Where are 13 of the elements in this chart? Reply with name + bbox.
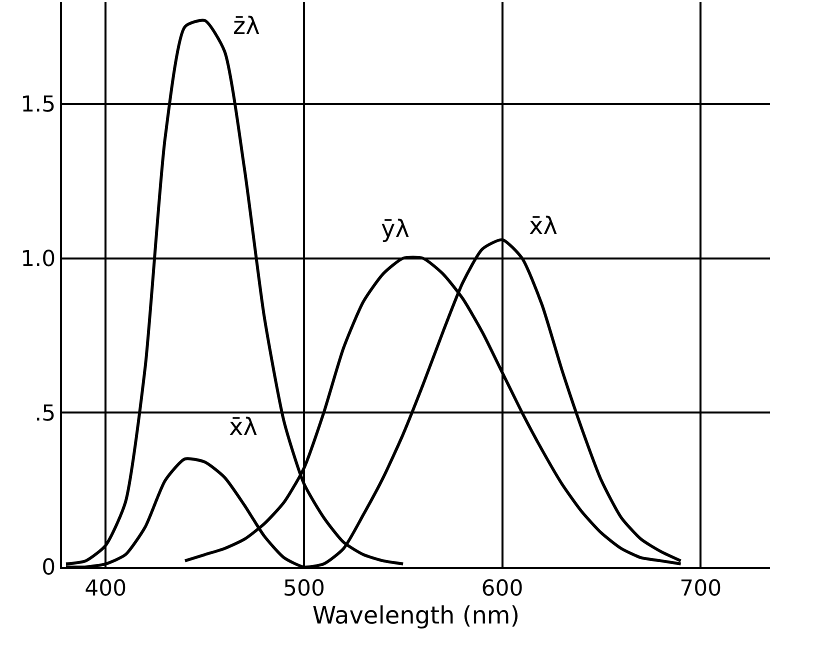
y-tick-label: 1.5 (20, 92, 56, 118)
x-tick-label: 600 (481, 576, 524, 602)
y-tick-label: 0 (42, 556, 56, 581)
annotation: x̄λ (229, 413, 258, 441)
x-tick-label: 500 (282, 576, 325, 602)
annotation: z̄λ (233, 12, 260, 40)
x-tick-label: 400 (84, 576, 127, 602)
annotation: x̄λ (529, 212, 558, 240)
x-tick-label: 700 (680, 576, 722, 602)
x-axis-title: Wavelength (nm) (312, 601, 520, 630)
y-tick-label: 1.0 (20, 246, 56, 272)
y-tick-label: .5 (34, 401, 56, 426)
annotation: ȳλ (381, 215, 410, 243)
